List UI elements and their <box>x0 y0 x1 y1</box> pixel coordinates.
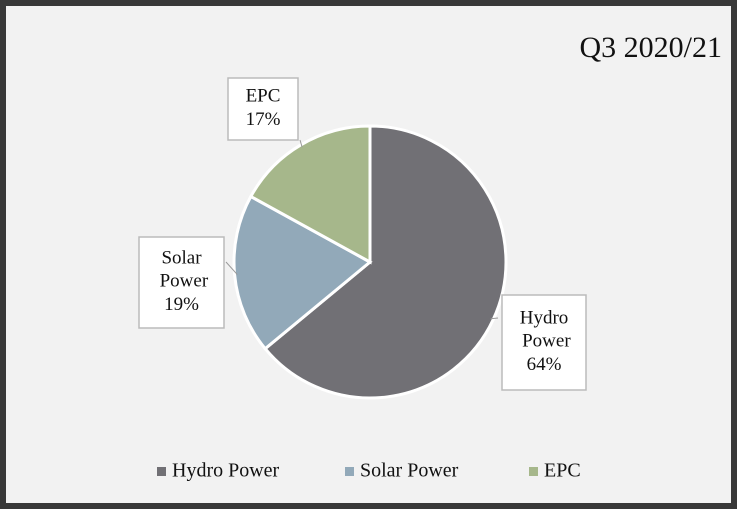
legend-swatch <box>345 467 354 476</box>
legend-swatch <box>157 467 166 476</box>
label-box <box>501 294 587 391</box>
leader-line <box>490 317 499 320</box>
leader-line <box>225 261 238 275</box>
data-label-value: 17% <box>246 109 281 130</box>
pie-slice <box>248 124 372 265</box>
leader-line <box>299 139 303 148</box>
legend-label: Hydro Power <box>172 460 280 482</box>
data-label-value: 64% <box>527 354 562 375</box>
label-box <box>138 236 225 329</box>
data-label-value: 19% <box>164 294 199 315</box>
label-box <box>227 77 299 141</box>
legend-swatch <box>529 467 538 476</box>
legend-label: EPC <box>544 460 581 482</box>
data-label-name: Solar Power <box>155 248 209 292</box>
data-label-name: Hydro Power <box>517 308 571 352</box>
pie-slice <box>263 124 508 400</box>
pie-slice <box>232 194 373 351</box>
data-label-name: EPC <box>246 86 281 107</box>
chart-title: Q3 2020/21 <box>580 31 723 64</box>
legend-label: Solar Power <box>360 460 459 482</box>
